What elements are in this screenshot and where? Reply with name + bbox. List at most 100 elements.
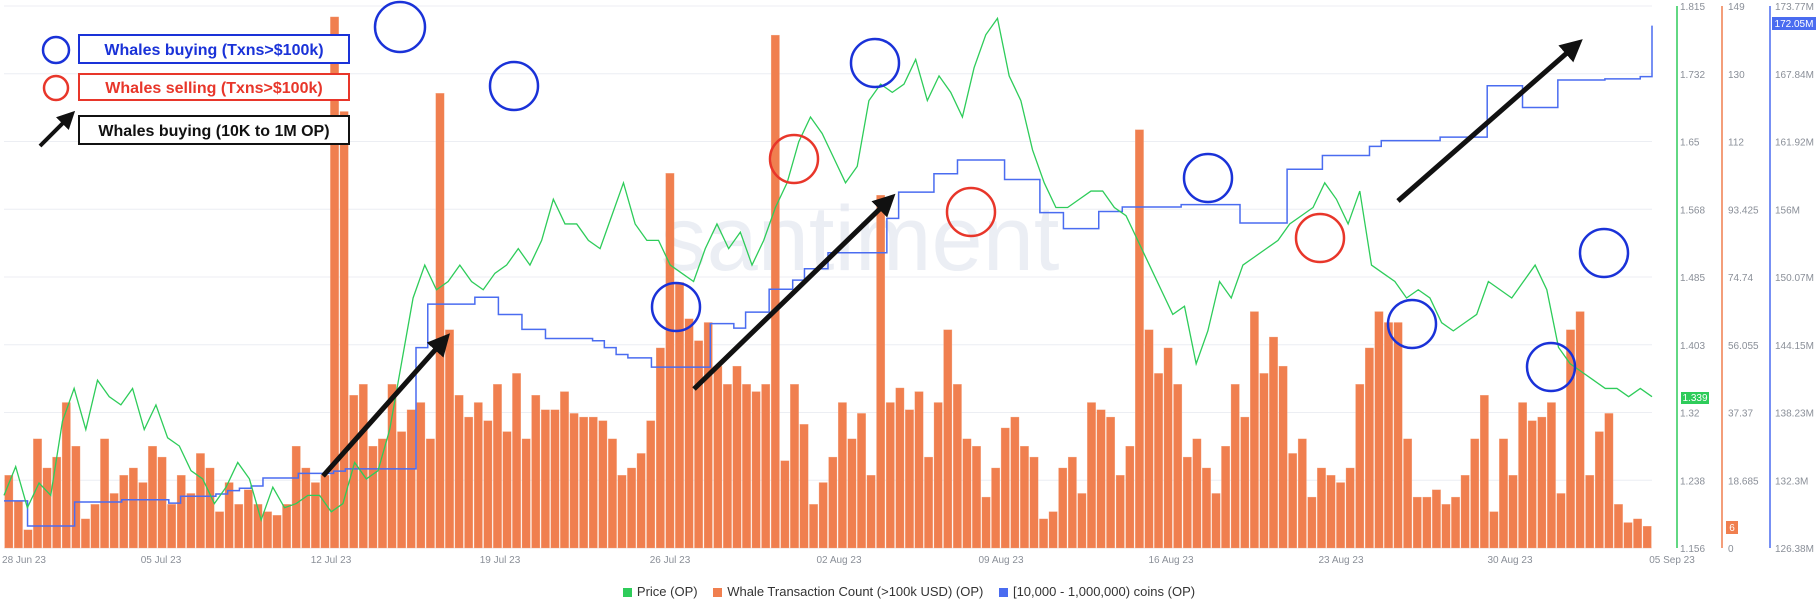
whale-tx-bar: [780, 460, 790, 549]
whale-tx-bar: [1000, 427, 1010, 549]
whale-tx-bar: [588, 416, 598, 549]
whale-tx-bar: [857, 413, 866, 549]
price-tick-label: 1.568: [1680, 205, 1705, 216]
sell-circle: [945, 186, 997, 238]
whale-tx-bar: [1278, 365, 1288, 549]
whale-tx-bar: [349, 395, 359, 549]
whale-tx-bar: [14, 500, 23, 549]
tx-tick-label: 149: [1728, 2, 1745, 13]
legend-whale-tx-label: Whale Transaction Count (>100k USD) (OP): [727, 584, 984, 599]
whale-tx-bar: [71, 445, 81, 549]
x-tick-label: 28 Jun 23: [2, 555, 46, 566]
whale-tx-bar: [732, 365, 742, 549]
legend-price-label: Price (OP): [636, 584, 698, 599]
whale-tx-bar: [1499, 438, 1508, 549]
whale-tx-bar: [905, 409, 914, 549]
whale-tx-bar: [627, 467, 636, 549]
price-tick-label: 1.815: [1680, 2, 1705, 13]
whale-tx-bar: [684, 318, 694, 549]
price-line: [3, 16, 1653, 523]
whale-tx-bar: [981, 496, 991, 549]
tx-badge-bg: [1726, 521, 1738, 534]
whale-tx-bar: [291, 445, 301, 549]
whale-tx-bar: [1432, 489, 1441, 549]
whale-tx-bar: [943, 329, 953, 549]
price-badge-bg: [1681, 392, 1709, 404]
whale-tx-bar: [1575, 311, 1585, 549]
whale-tx-bar: [924, 456, 933, 549]
legend-sell-label: Whales selling (Txns>$100k): [105, 80, 322, 97]
whale-tx-bar: [723, 384, 732, 549]
whale-tx-bar: [1096, 409, 1106, 549]
whale-tx-bar: [1173, 384, 1183, 549]
whale-tx-bar: [675, 282, 684, 549]
whale-tx-bar: [1020, 445, 1029, 549]
sell-circle: [1294, 212, 1346, 264]
whale-tx-bar: [1135, 129, 1144, 549]
whale-tx-bar: [1067, 456, 1077, 549]
whale-tx-bar: [368, 445, 378, 549]
whale-tx-bar: [100, 438, 109, 549]
chart-canvas: santiment 1.8151.7321.651.5681.4851.4031…: [2, 0, 1816, 566]
legend-item-coins[interactable]: [10,000 - 1,000,000) coins (OP): [998, 584, 1196, 599]
whale-tx-bar: [311, 482, 320, 549]
price-tick-label: 1.732: [1680, 70, 1705, 81]
x-tick-label: 02 Aug 23: [816, 555, 861, 566]
whale-tx-bar: [435, 93, 445, 549]
legend-sell-circle: [42, 74, 70, 102]
legend-coins-label: [10,000 - 1,000,000) coins (OP): [1012, 584, 1196, 599]
legend-buy-circle: [41, 35, 71, 65]
whale-tx-bar: [1642, 526, 1652, 549]
legend-item-whale-tx[interactable]: Whale Transaction Count (>100k USD) (OP): [713, 584, 983, 599]
whale-tx-bar: [81, 518, 90, 549]
whale-tx-bar: [416, 402, 426, 549]
whale-tx-bar: [378, 438, 387, 549]
coins-tick-label: 173.77M: [1775, 2, 1814, 13]
whale-tx-bar: [569, 413, 579, 549]
whale-tx-bar: [1202, 467, 1211, 549]
coins-tick-label: 126.38M: [1775, 544, 1814, 555]
whale-tx-bar: [991, 467, 1001, 549]
legend-range-label: Whales buying (10K to 1M OP): [98, 123, 329, 140]
tx-tick-label: 112: [1728, 138, 1744, 149]
x-tick-label: 30 Aug 23: [1487, 555, 1532, 566]
x-tick-label: 23 Aug 23: [1318, 555, 1363, 566]
whale-tx-bar: [406, 409, 416, 549]
coins-badge-bg: [1772, 17, 1816, 30]
whale-tx-bar: [655, 347, 665, 549]
whale-tx-bar: [761, 384, 771, 549]
trend-arrow-icon: [1396, 39, 1583, 203]
price-swatch: [622, 588, 632, 597]
whale-tx-bar: [838, 402, 847, 549]
coins-swatch: [998, 588, 1008, 597]
legend-arrow-icon: [38, 110, 76, 148]
price-tick-label: 1.156: [1680, 544, 1705, 555]
price-tick-label: 1.403: [1680, 341, 1705, 352]
whale-tx-bar: [1470, 438, 1480, 549]
coins-tick-label: 156M: [1775, 205, 1800, 216]
coins-tick-label: 150.07M: [1775, 273, 1814, 284]
whale-tx-bar: [473, 402, 483, 549]
tx-tick-label: 0: [1728, 544, 1734, 555]
legend-sell-box: [78, 73, 350, 101]
legend-item-price[interactable]: Price (OP): [622, 584, 698, 599]
whale-tx-bar: [157, 456, 167, 549]
whale-tx-bar: [454, 395, 464, 549]
whale-tx-bar: [895, 387, 905, 549]
annotation-legend: Whales buying (Txns>$100k) Whales sellin…: [38, 34, 350, 148]
whale-tx-bar: [1115, 475, 1125, 549]
whale-tx-bar: [397, 431, 406, 549]
whale-tx-bar: [799, 424, 809, 549]
whale-tx-bar: [90, 504, 100, 549]
whale-tx-bar: [1585, 475, 1595, 549]
whale-tx-bar: [1182, 456, 1192, 549]
x-tick-label: 12 Jul 23: [311, 555, 352, 566]
coins-tick-label: 167.84M: [1775, 70, 1814, 81]
whale-tx-bar: [1307, 496, 1317, 549]
coins-line: [4, 25, 1653, 527]
legend-buy-label: Whales buying (Txns>$100k): [104, 42, 323, 59]
value-badges: 1.339 6 172.05M: [1681, 17, 1816, 534]
whale-tx-bar: [148, 445, 157, 549]
whale-tx-bar: [1633, 518, 1642, 549]
whale-tx-bar: [1048, 511, 1058, 549]
